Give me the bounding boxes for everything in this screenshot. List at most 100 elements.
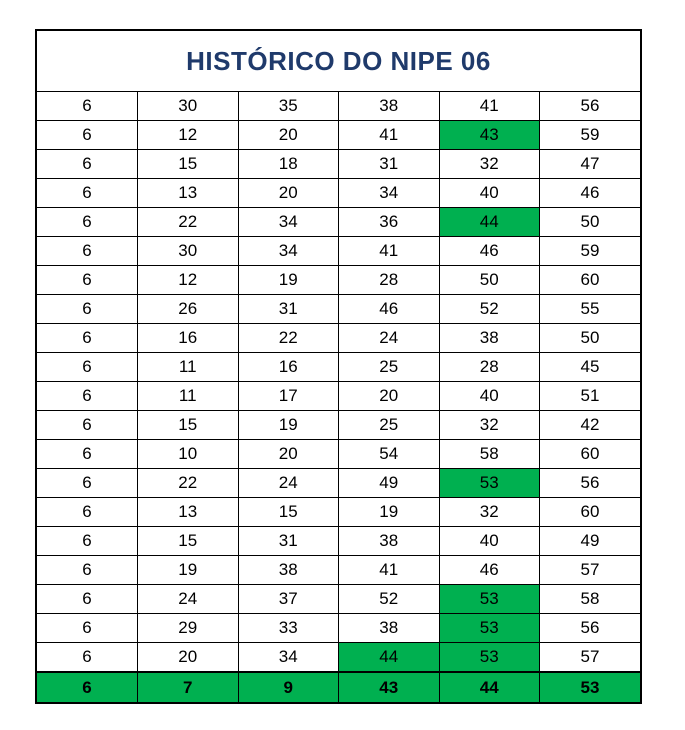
- table-cell[interactable]: 60: [539, 439, 640, 469]
- table-cell[interactable]: 28: [438, 352, 540, 382]
- table-cell[interactable]: 18: [237, 149, 339, 179]
- table-cell[interactable]: 53: [438, 584, 540, 614]
- table-cell[interactable]: 51: [539, 381, 640, 411]
- summary-cell[interactable]: 43: [338, 671, 440, 702]
- table-cell[interactable]: 6: [37, 410, 138, 440]
- table-cell[interactable]: 12: [137, 120, 239, 150]
- table-cell[interactable]: 40: [438, 381, 540, 411]
- table-cell[interactable]: 44: [438, 207, 540, 237]
- table-cell[interactable]: 56: [539, 613, 640, 643]
- table-cell[interactable]: 24: [137, 584, 239, 614]
- table-cell[interactable]: 53: [438, 613, 540, 643]
- table-cell[interactable]: 49: [539, 526, 640, 556]
- table-cell[interactable]: 50: [438, 265, 540, 295]
- table-cell[interactable]: 6: [37, 497, 138, 527]
- table-cell[interactable]: 38: [338, 613, 440, 643]
- table-cell[interactable]: 25: [338, 410, 440, 440]
- table-cell[interactable]: 55: [539, 294, 640, 324]
- table-cell[interactable]: 19: [237, 265, 339, 295]
- table-cell[interactable]: 15: [137, 526, 239, 556]
- table-cell[interactable]: 54: [338, 439, 440, 469]
- table-cell[interactable]: 22: [137, 468, 239, 498]
- table-cell[interactable]: 22: [237, 323, 339, 353]
- table-cell[interactable]: 58: [438, 439, 540, 469]
- table-cell[interactable]: 32: [438, 149, 540, 179]
- table-cell[interactable]: 29: [137, 613, 239, 643]
- table-cell[interactable]: 24: [338, 323, 440, 353]
- table-cell[interactable]: 30: [137, 92, 239, 121]
- table-cell[interactable]: 6: [37, 92, 138, 121]
- table-cell[interactable]: 6: [37, 149, 138, 179]
- table-cell[interactable]: 60: [539, 265, 640, 295]
- table-cell[interactable]: 6: [37, 526, 138, 556]
- table-cell[interactable]: 53: [438, 468, 540, 498]
- table-cell[interactable]: 41: [338, 236, 440, 266]
- table-cell[interactable]: 6: [37, 642, 138, 673]
- table-cell[interactable]: 20: [137, 642, 239, 673]
- table-cell[interactable]: 41: [438, 92, 540, 121]
- table-cell[interactable]: 52: [438, 294, 540, 324]
- table-cell[interactable]: 38: [438, 323, 540, 353]
- table-cell[interactable]: 20: [237, 178, 339, 208]
- table-cell[interactable]: 45: [539, 352, 640, 382]
- table-cell[interactable]: 6: [37, 584, 138, 614]
- summary-cell[interactable]: 53: [539, 671, 640, 702]
- table-cell[interactable]: 32: [438, 410, 540, 440]
- table-cell[interactable]: 11: [137, 381, 239, 411]
- table-cell[interactable]: 50: [539, 207, 640, 237]
- table-cell[interactable]: 34: [237, 236, 339, 266]
- table-cell[interactable]: 38: [338, 92, 440, 121]
- table-cell[interactable]: 38: [338, 526, 440, 556]
- table-cell[interactable]: 30: [137, 236, 239, 266]
- table-cell[interactable]: 57: [539, 642, 640, 673]
- table-cell[interactable]: 6: [37, 294, 138, 324]
- table-cell[interactable]: 19: [338, 497, 440, 527]
- table-cell[interactable]: 35: [237, 92, 339, 121]
- table-cell[interactable]: 49: [338, 468, 440, 498]
- table-cell[interactable]: 6: [37, 207, 138, 237]
- table-cell[interactable]: 46: [338, 294, 440, 324]
- table-cell[interactable]: 6: [37, 439, 138, 469]
- table-cell[interactable]: 20: [338, 381, 440, 411]
- table-cell[interactable]: 6: [37, 555, 138, 585]
- table-cell[interactable]: 22: [137, 207, 239, 237]
- table-cell[interactable]: 36: [338, 207, 440, 237]
- table-cell[interactable]: 56: [539, 92, 640, 121]
- table-cell[interactable]: 33: [237, 613, 339, 643]
- table-cell[interactable]: 19: [237, 410, 339, 440]
- table-cell[interactable]: 31: [237, 294, 339, 324]
- table-cell[interactable]: 34: [338, 178, 440, 208]
- table-cell[interactable]: 17: [237, 381, 339, 411]
- table-cell[interactable]: 56: [539, 468, 640, 498]
- table-cell[interactable]: 46: [438, 555, 540, 585]
- table-cell[interactable]: 59: [539, 120, 640, 150]
- table-cell[interactable]: 28: [338, 265, 440, 295]
- table-cell[interactable]: 34: [237, 642, 339, 673]
- table-cell[interactable]: 53: [438, 642, 540, 673]
- summary-cell[interactable]: 6: [37, 671, 138, 702]
- table-cell[interactable]: 16: [137, 323, 239, 353]
- table-cell[interactable]: 41: [338, 555, 440, 585]
- table-cell[interactable]: 40: [438, 526, 540, 556]
- table-cell[interactable]: 6: [37, 381, 138, 411]
- table-cell[interactable]: 6: [37, 323, 138, 353]
- table-cell[interactable]: 46: [438, 236, 540, 266]
- table-cell[interactable]: 6: [37, 265, 138, 295]
- table-cell[interactable]: 41: [338, 120, 440, 150]
- table-cell[interactable]: 59: [539, 236, 640, 266]
- table-cell[interactable]: 6: [37, 613, 138, 643]
- summary-cell[interactable]: 44: [438, 671, 540, 702]
- table-cell[interactable]: 37: [237, 584, 339, 614]
- table-cell[interactable]: 52: [338, 584, 440, 614]
- table-cell[interactable]: 58: [539, 584, 640, 614]
- table-cell[interactable]: 10: [137, 439, 239, 469]
- table-cell[interactable]: 26: [137, 294, 239, 324]
- table-cell[interactable]: 43: [438, 120, 540, 150]
- table-cell[interactable]: 6: [37, 178, 138, 208]
- table-cell[interactable]: 16: [237, 352, 339, 382]
- table-cell[interactable]: 15: [137, 410, 239, 440]
- table-cell[interactable]: 6: [37, 468, 138, 498]
- table-cell[interactable]: 15: [237, 497, 339, 527]
- table-cell[interactable]: 32: [438, 497, 540, 527]
- table-cell[interactable]: 20: [237, 439, 339, 469]
